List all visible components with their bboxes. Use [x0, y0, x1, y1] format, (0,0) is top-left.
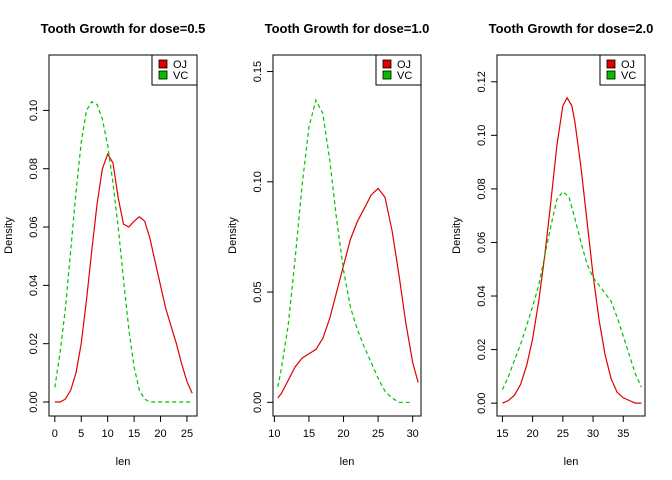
legend-label-vc: VC — [621, 70, 636, 82]
legend: OJ VC — [599, 54, 646, 86]
y-tick-label: 0.00 — [28, 391, 40, 412]
chart-title: Tooth Growth for dose=2.0 — [489, 21, 654, 36]
y-tick-label: 0.06 — [476, 232, 488, 253]
y-tick-label: 0.04 — [28, 275, 40, 296]
legend-label-oj: OJ — [397, 59, 411, 71]
legend-swatch-vc — [158, 70, 168, 80]
plot-frame — [48, 54, 198, 417]
x-tick-label: 30 — [587, 428, 599, 440]
x-tick-label: 25 — [181, 428, 193, 440]
x-tick-label: 25 — [372, 428, 384, 440]
legend: OJ VC — [375, 54, 422, 86]
plot-frame — [496, 54, 646, 417]
series-line-vc — [54, 100, 193, 403]
legend-swatch-oj — [606, 59, 616, 69]
panel-dose-0-5: Tooth Growth for dose=0.5 0 5 10 15 20 25 0.00… — [3, 21, 205, 468]
legend-label-oj: OJ — [621, 59, 635, 71]
x-tick-label: 10 — [102, 428, 114, 440]
panel-dose-1-0: Tooth Growth for dose=1.0 10 15 20 25 30 0.00… — [227, 21, 429, 468]
legend-label-vc: VC — [397, 70, 412, 82]
plot-area: 10 15 20 25 30 0.00 0.05 0.10 0.15 — [252, 54, 422, 440]
series-line-vc — [277, 98, 413, 403]
y-tick-label: 0.02 — [28, 333, 40, 354]
x-tick-label: 15 — [496, 428, 508, 440]
y-axis-label: Density — [3, 217, 15, 254]
legend-swatch-oj — [158, 59, 168, 69]
x-tick-label: 25 — [557, 428, 569, 440]
x-tick-label: 15 — [303, 428, 315, 440]
x-axis-label: len — [340, 456, 355, 468]
x-tick-label: 35 — [617, 428, 629, 440]
plot-area: 0 5 10 15 20 25 0.00 0.02 0.04 0.06 0.08 0.10 — [28, 54, 198, 440]
x-tick-label: 0 — [52, 428, 58, 440]
x-tick-label: 30 — [407, 428, 419, 440]
y-tick-label: 0.08 — [476, 178, 488, 199]
y-tick-label: 0.10 — [476, 125, 488, 146]
y-tick-label: 0.00 — [252, 392, 264, 413]
legend-swatch-vc — [382, 70, 392, 80]
y-axis-label: Density — [451, 217, 463, 254]
x-tick-label: 10 — [268, 428, 280, 440]
series-line-vc — [501, 190, 642, 391]
legend-label-oj: OJ — [173, 59, 187, 71]
y-tick-label: 0.15 — [252, 61, 264, 82]
plot-frame — [272, 54, 422, 417]
series-line-oj — [502, 96, 642, 404]
plot-area: 15 20 25 30 35 0.00 0.02 0.04 0.06 0.08 0.10 0.12 — [476, 54, 646, 440]
y-tick-label: 0.00 — [476, 392, 488, 413]
y-tick-label: 0.08 — [28, 158, 40, 179]
x-tick-label: 5 — [78, 428, 84, 440]
y-tick-label: 0.06 — [28, 216, 40, 237]
chart-title: Tooth Growth for dose=0.5 — [41, 21, 206, 36]
x-tick-label: 20 — [154, 428, 166, 440]
y-tick-label: 0.10 — [28, 100, 40, 121]
y-tick-label: 0.10 — [252, 171, 264, 192]
y-tick-label: 0.05 — [252, 281, 264, 302]
series-line-oj — [277, 187, 419, 399]
x-axis-label: len — [116, 456, 131, 468]
legend-swatch-vc — [606, 70, 616, 80]
x-tick-label: 20 — [527, 428, 539, 440]
y-axis-label: Density — [227, 217, 239, 254]
x-axis-label: len — [564, 456, 579, 468]
legend: OJ VC — [151, 54, 198, 86]
y-tick-label: 0.12 — [476, 71, 488, 92]
panel-dose-2-0: Tooth Growth for dose=2.0 15 20 25 30 35 0.00… — [451, 21, 653, 468]
series-line-oj — [54, 152, 193, 403]
y-tick-label: 0.02 — [476, 339, 488, 360]
legend-label-vc: VC — [173, 70, 188, 82]
x-tick-label: 20 — [337, 428, 349, 440]
chart-title: Tooth Growth for dose=1.0 — [265, 21, 430, 36]
x-tick-label: 15 — [128, 428, 140, 440]
legend-swatch-oj — [382, 59, 392, 69]
y-tick-label: 0.04 — [476, 285, 488, 306]
